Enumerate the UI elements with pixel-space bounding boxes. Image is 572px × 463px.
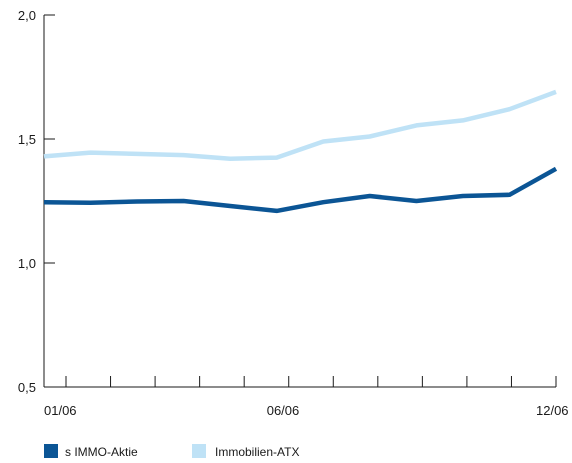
- y-tick-label: 2,0: [18, 8, 36, 23]
- y-tick-label: 1,5: [18, 132, 36, 147]
- y-tick-label: 0,5: [18, 380, 36, 395]
- legend-swatch: [44, 444, 58, 458]
- legend-label: Immobilien-ATX: [215, 445, 299, 459]
- x-tick-label: 06/06: [267, 403, 300, 418]
- y-tick-label: 1,0: [18, 256, 36, 271]
- x-tick-label: 01/06: [44, 403, 77, 418]
- series-line: [43, 166, 558, 214]
- x-axis: 01/06 06/06 12/06: [44, 376, 569, 418]
- series-lines: [43, 89, 558, 214]
- x-tick-label: 12/06: [536, 403, 569, 418]
- y-axis: 0,5 1,0 1,5 2,0: [18, 8, 55, 395]
- series-line: [43, 89, 557, 162]
- legend-swatch: [192, 444, 206, 458]
- legend-label: s IMMO-Aktie: [65, 445, 138, 459]
- legend: s IMMO-Aktie Immobilien-ATX: [44, 444, 299, 459]
